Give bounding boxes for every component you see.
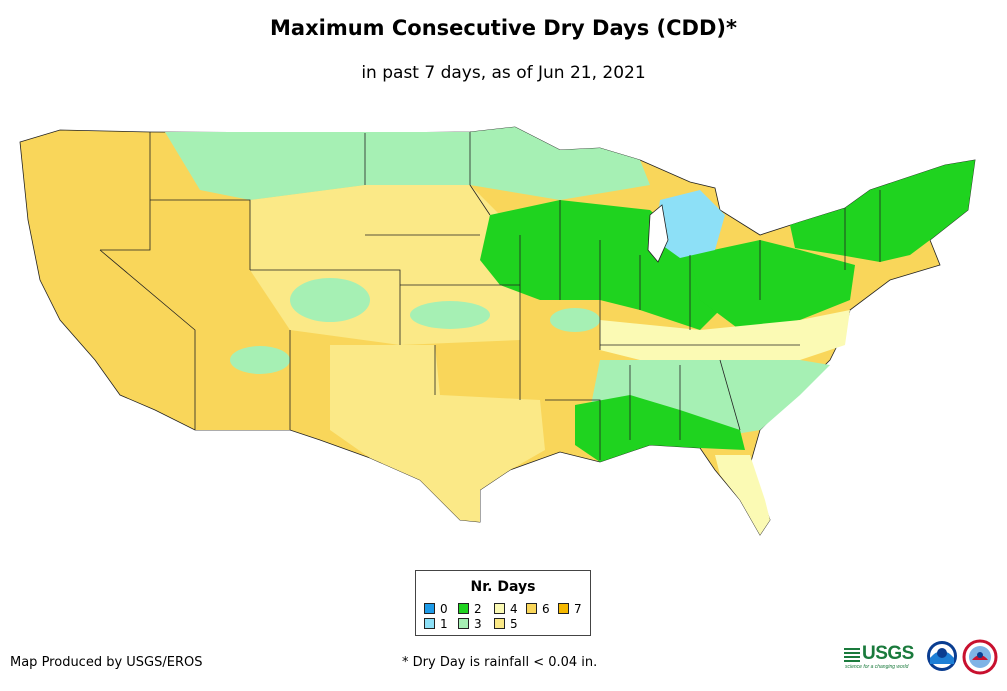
legend-label-7: 7 (574, 602, 582, 616)
legend-swatch-3 (458, 618, 469, 629)
legend: Nr. Days 0 1 2 3 4 5 6 7 (415, 570, 591, 636)
legend-swatch-5 (494, 618, 505, 629)
lake-michigan (647, 204, 669, 263)
state-borders (99, 132, 881, 460)
legend-label-0: 0 (440, 602, 448, 616)
legend-swatch-4 (494, 603, 505, 614)
region-mid-atlantic (600, 310, 850, 360)
legend-label-6: 6 (542, 602, 550, 616)
usgs-logo (844, 648, 860, 662)
legend-label-3: 3 (474, 617, 482, 631)
legend-swatch-7 (558, 603, 569, 614)
region-upper-midwest (165, 127, 650, 200)
legend-label-2: 2 (474, 602, 482, 616)
region-great-lakes (655, 190, 725, 258)
green-patches (185, 142, 600, 374)
region-new-england (790, 160, 975, 262)
map-title: Maximum Consecutive Dry Days (CDD)* (270, 16, 737, 40)
legend-title: Nr. Days (470, 579, 536, 595)
region-florida (715, 455, 770, 535)
legend-swatch-0 (424, 603, 435, 614)
map-credit: Map Produced by USGS/EROS (10, 655, 203, 670)
region-southwest (185, 330, 300, 430)
nws-logo (962, 639, 998, 675)
legend-swatch-6 (526, 603, 537, 614)
usgs-tagline: science for a changing world (845, 664, 909, 670)
legend-swatch-2 (458, 603, 469, 614)
region-texas (330, 345, 545, 522)
usgs-wordmark: USGS (862, 643, 914, 664)
us-map (19, 126, 976, 536)
legend-label-5: 5 (510, 617, 518, 631)
noaa-logo (927, 641, 957, 671)
dry-day-note: * Dry Day is rainfall < 0.04 in. (402, 655, 598, 670)
region-ohio-valley (690, 240, 855, 330)
legend-swatch-1 (424, 618, 435, 629)
legend-label-4: 4 (510, 602, 518, 616)
agency-logos (844, 639, 998, 675)
region-gulf-coast (575, 395, 745, 462)
map-subtitle: in past 7 days, as of Jun 21, 2021 (361, 63, 646, 83)
legend-label-1: 1 (440, 617, 448, 631)
